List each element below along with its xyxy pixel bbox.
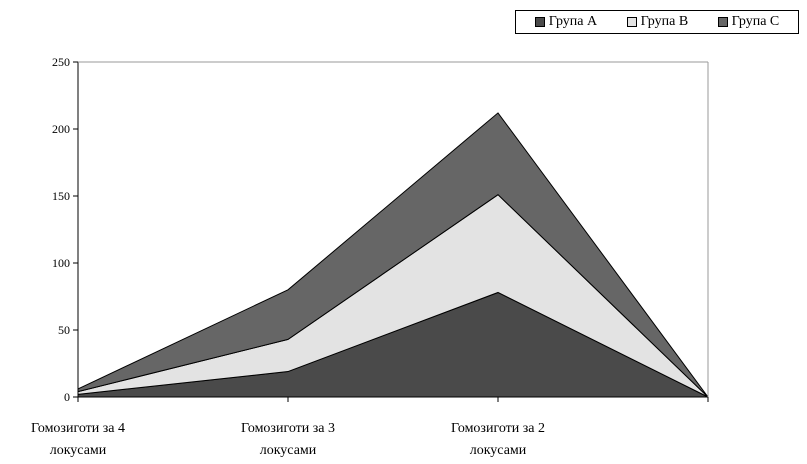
y-tick-label: 0: [64, 390, 70, 404]
legend-item-group-b: Група B: [626, 14, 689, 30]
y-tick-label: 200: [52, 122, 70, 136]
legend: Група A Група B Група C: [515, 10, 799, 34]
area-series-c: [77, 112, 709, 398]
x-tick-label: Гомозиготи за 3: [241, 421, 335, 436]
legend-swatch-group-c: [717, 17, 728, 27]
y-tick-label: 100: [52, 256, 70, 270]
legend-item-group-a: Група A: [534, 14, 598, 30]
x-tick-label: локусами: [470, 443, 527, 458]
legend-label-group-b: Група B: [640, 14, 689, 29]
y-tick-label: 250: [52, 55, 70, 69]
x-tick-label: Гомозиготи за 2: [451, 421, 545, 436]
y-tick-label: 50: [58, 323, 70, 337]
legend-label-group-c: Група C: [731, 14, 780, 29]
legend-swatch-group-a: [534, 17, 545, 27]
x-tick-label: локусами: [260, 443, 317, 458]
legend-swatch-group-b: [626, 17, 637, 27]
legend-label-group-a: Група A: [548, 14, 598, 29]
y-tick-label: 150: [52, 189, 70, 203]
labels-layer: 0 50 100 150 200 250 Гомозиготи за 4 локусами Го…: [31, 55, 545, 458]
areas-layer: [77, 112, 709, 398]
x-tick-label: Гомозиготи за 4: [31, 421, 125, 436]
axes-layer: [73, 61, 709, 402]
legend-item-group-c: Група C: [717, 14, 780, 30]
x-tick-label: локусами: [50, 443, 107, 458]
